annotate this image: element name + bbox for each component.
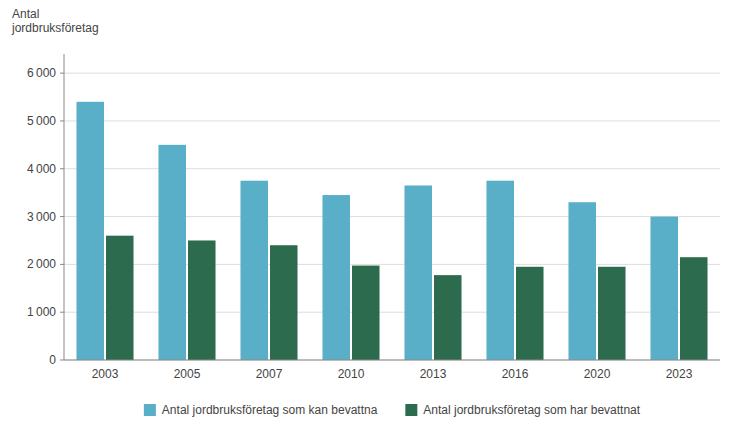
x-tick-label: 2007 xyxy=(256,367,283,381)
bar xyxy=(486,181,514,360)
y-grid xyxy=(60,73,720,360)
bar xyxy=(680,257,708,360)
bar xyxy=(106,236,134,360)
bar xyxy=(188,240,216,360)
y-tick-label: 0 xyxy=(49,353,56,367)
y-tick-label: 1 000 xyxy=(27,305,56,319)
bar xyxy=(352,266,380,360)
x-tick-label: 2016 xyxy=(502,367,529,381)
bar xyxy=(240,181,268,360)
bar xyxy=(404,185,432,360)
grid-line xyxy=(64,360,720,361)
y-tick xyxy=(60,312,64,313)
bar xyxy=(568,202,596,360)
bar xyxy=(76,102,104,360)
bar xyxy=(158,145,186,360)
bar xyxy=(516,267,544,360)
legend-label: Antal jordbruksföretag som har bevattnat xyxy=(423,403,640,417)
y-tick xyxy=(60,73,64,74)
x-tick-label: 2020 xyxy=(584,367,611,381)
y-axis-label-line: Antal xyxy=(12,7,39,21)
y-axis-line xyxy=(64,54,65,360)
y-tick xyxy=(60,168,64,169)
x-tick-label: 2010 xyxy=(338,367,365,381)
bar xyxy=(598,267,626,360)
grid-line xyxy=(64,73,720,74)
bar xyxy=(270,245,298,360)
chart-container: Antaljordbruksföretag 0 1 000 2 000 3 000 4 0… xyxy=(0,0,740,438)
y-axis-label: Antaljordbruksföretag xyxy=(11,7,99,35)
legend-swatch xyxy=(405,404,417,416)
bar xyxy=(434,275,462,360)
legend: Antal jordbruksföretag som kan bevattna A… xyxy=(144,403,641,417)
y-axis-label-line: jordbruksföretag xyxy=(11,21,99,35)
y-tick-label: 6 000 xyxy=(27,66,56,80)
y-tick xyxy=(60,120,64,121)
y-tick-label: 4 000 xyxy=(27,162,56,176)
y-tick xyxy=(60,360,64,361)
chart-svg: Antaljordbruksföretag 0 1 000 2 000 3 000 4 0… xyxy=(0,0,740,438)
x-tick-label: 2023 xyxy=(666,367,693,381)
x-axis-line xyxy=(64,360,720,361)
x-tick-label: 2005 xyxy=(174,367,201,381)
legend-item: Antal jordbruksföretag som kan bevattna xyxy=(144,403,378,417)
y-tick xyxy=(60,264,64,265)
bar xyxy=(322,195,350,360)
legend-swatch xyxy=(144,404,156,416)
x-tick-label: 2013 xyxy=(420,367,447,381)
legend-item: Antal jordbruksföretag som har bevattnat xyxy=(405,403,640,417)
y-tick xyxy=(60,216,64,217)
y-tick-label: 3 000 xyxy=(27,210,56,224)
legend-label: Antal jordbruksföretag som kan bevattna xyxy=(162,403,378,417)
bar xyxy=(650,217,678,360)
y-tick-label: 2 000 xyxy=(27,257,56,271)
x-tick-label: 2003 xyxy=(92,367,119,381)
y-tick-label: 5 000 xyxy=(27,114,56,128)
grid-line xyxy=(64,120,720,121)
bars xyxy=(76,102,707,360)
